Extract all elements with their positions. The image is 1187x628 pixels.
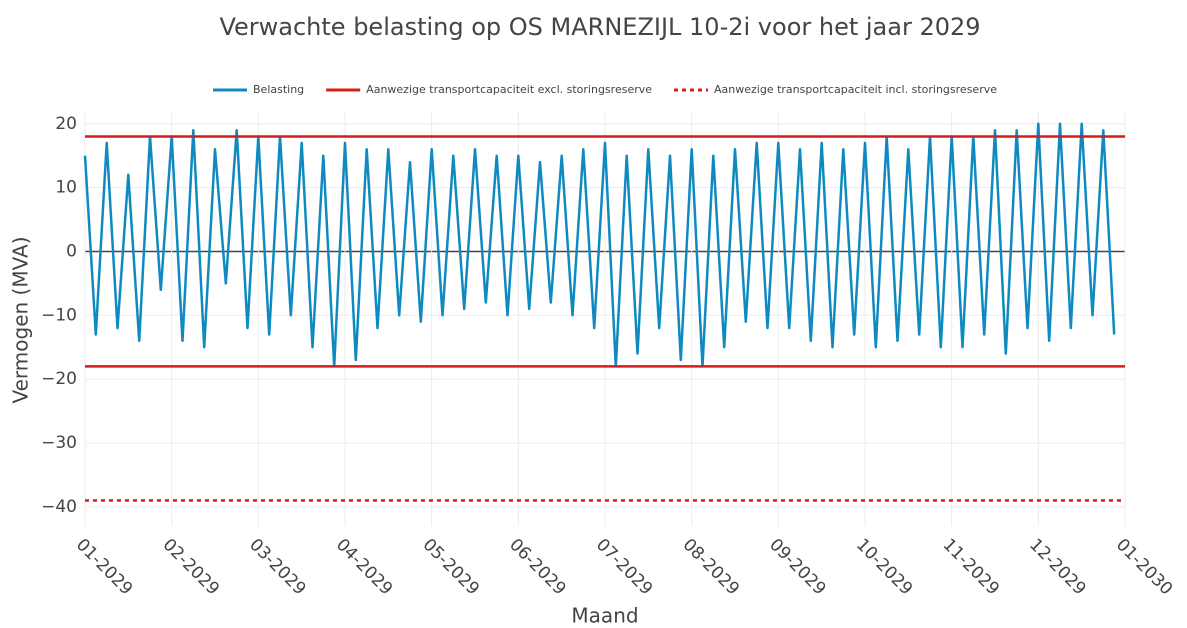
legend-item: Belasting (213, 83, 304, 96)
x-tick-label: 10-2029 (852, 535, 916, 599)
x-tick-label: 08-2029 (679, 535, 743, 599)
y-tick-label: −30 (41, 433, 77, 453)
y-tick-label: −10 (41, 305, 77, 325)
y-tick-label: −40 (41, 497, 77, 517)
chart-title: Verwachte belasting op OS MARNEZIJL 10-2… (219, 13, 980, 41)
x-tick-label: 06-2029 (505, 535, 569, 599)
y-tick-label: 20 (55, 114, 77, 134)
legend-label: Aanwezige transportcapaciteit incl. stor… (714, 83, 997, 96)
load-line (83, 122, 1116, 368)
x-tick-label: 01-2029 (72, 535, 136, 599)
x-axis-label: Maand (571, 604, 638, 628)
x-tick-label: 01-2030 (1112, 535, 1176, 599)
y-axis-label: Vermogen (MVA) (9, 236, 33, 403)
x-tick-label: 09-2029 (765, 535, 829, 599)
legend-label: Belasting (253, 83, 304, 96)
x-tick-label: 02-2029 (159, 535, 223, 599)
x-tick-label: 04-2029 (332, 535, 396, 599)
legend: Belasting Aanwezige transportcapaciteit e… (213, 83, 997, 96)
legend-item: Aanwezige transportcapaciteit incl. stor… (674, 83, 997, 96)
x-tick-label: 12-2029 (1025, 535, 1089, 599)
x-tick-label: 05-2029 (419, 535, 483, 599)
x-tick-label: 11-2029 (939, 535, 1003, 599)
x-tick-label: 07-2029 (592, 535, 656, 599)
y-tick-label: 10 (55, 178, 77, 198)
x-tick-label: 03-2029 (245, 535, 309, 599)
y-tick-label: −20 (41, 369, 77, 389)
y-tick-label: 0 (66, 241, 77, 261)
legend-item: Aanwezige transportcapaciteit excl. stor… (326, 83, 652, 96)
legend-label: Aanwezige transportcapaciteit excl. stor… (366, 83, 652, 96)
